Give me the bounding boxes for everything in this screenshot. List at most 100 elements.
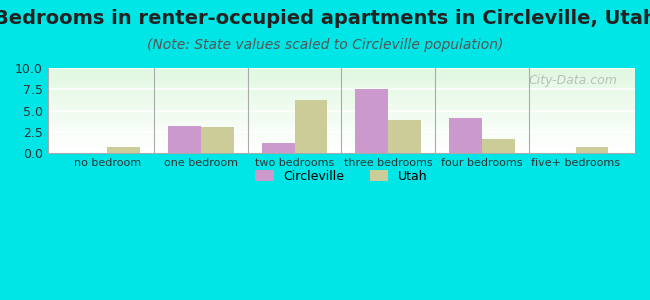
Bar [47,97,635,98]
Bar [294,100,328,153]
Bar [47,119,635,120]
Bar [262,143,294,153]
Bar [47,121,635,122]
Legend: Circleville, Utah: Circleville, Utah [250,165,433,188]
Bar [47,79,635,80]
Bar [47,110,635,111]
Bar [47,102,635,103]
Bar [47,98,635,99]
Bar [47,100,635,101]
Bar [47,150,635,151]
Bar [47,142,635,143]
Bar [47,128,635,129]
Bar [47,73,635,74]
Bar [47,111,635,112]
Bar [47,152,635,153]
Bar [47,89,635,90]
Bar [47,104,635,105]
Bar [47,81,635,82]
Bar [47,127,635,128]
Bar [47,100,635,101]
Bar [47,96,635,97]
Bar [47,72,635,73]
Bar [47,141,635,142]
Bar [47,116,635,117]
Bar [47,145,635,146]
Bar [47,75,635,76]
Bar [47,149,635,150]
Bar [47,84,635,85]
Bar [47,118,635,119]
Bar [47,113,635,114]
Bar [47,90,635,91]
Bar [47,112,635,113]
Bar [47,71,635,72]
Bar [107,146,140,153]
Bar [201,127,233,153]
Bar [47,148,635,149]
Bar [47,82,635,83]
Bar [47,85,635,86]
Bar [47,82,635,83]
Bar [47,76,635,77]
Bar [47,129,635,130]
Bar [47,117,635,118]
Bar [47,92,635,93]
Bar [47,83,635,84]
Bar [47,77,635,78]
Bar [47,108,635,109]
Bar [47,147,635,148]
Bar [47,68,635,69]
Text: City-Data.com: City-Data.com [528,74,618,87]
Bar [47,140,635,141]
Bar [449,118,482,153]
Bar [47,69,635,70]
Bar [47,151,635,152]
Bar [47,74,635,75]
Text: Bedrooms in renter-occupied apartments in Circleville, Utah: Bedrooms in renter-occupied apartments i… [0,9,650,28]
Bar [47,106,635,107]
Bar [47,131,635,132]
Bar [47,146,635,147]
Bar [47,126,635,127]
Bar [47,109,635,110]
Bar [575,146,608,153]
Bar [47,144,635,145]
Bar [47,80,635,81]
Bar [482,139,515,153]
Bar [47,107,635,108]
Bar [47,130,635,131]
Bar [47,134,635,135]
Bar [47,139,635,140]
Bar [47,70,635,71]
Text: (Note: State values scaled to Circleville population): (Note: State values scaled to Circlevill… [147,38,503,52]
Bar [47,123,635,124]
Bar [388,120,421,153]
Bar [47,86,635,87]
Bar [47,99,635,100]
Bar [47,87,635,88]
Bar [47,136,635,137]
Bar [47,143,635,144]
Bar [47,114,635,115]
Bar [47,124,635,125]
Bar [47,138,635,139]
Bar [47,120,635,121]
Bar [47,88,635,89]
Bar [47,94,635,95]
Bar [47,101,635,102]
Bar [47,105,635,106]
Bar [47,91,635,92]
Bar [47,132,635,133]
Bar [168,126,201,153]
Bar [47,133,635,134]
Bar [47,118,635,119]
Bar [47,115,635,116]
Bar [47,95,635,96]
Bar [47,78,635,79]
Bar [47,135,635,136]
Bar [356,89,388,153]
Bar [47,125,635,126]
Bar [47,122,635,123]
Bar [47,93,635,94]
